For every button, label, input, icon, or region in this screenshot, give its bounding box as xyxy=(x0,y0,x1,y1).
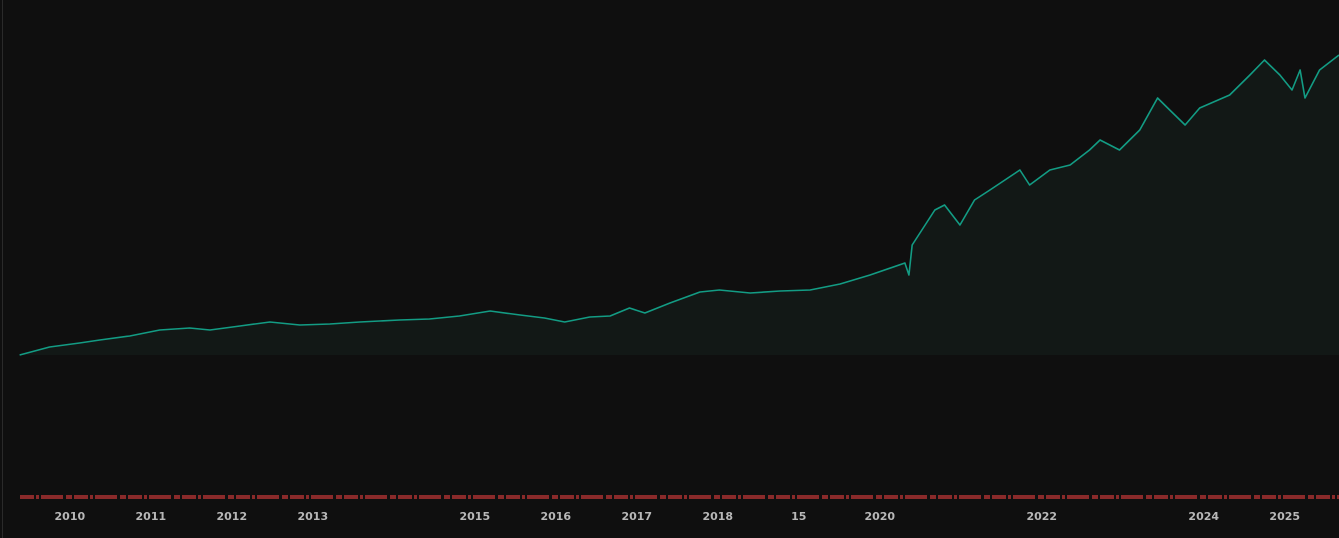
x-tick-label: 2015 xyxy=(459,510,490,523)
x-tick-label: 2020 xyxy=(864,510,895,523)
x-tick-label: 2010 xyxy=(55,510,86,523)
x-tick-label: 15 xyxy=(791,510,806,523)
x-tick-label: 2016 xyxy=(540,510,571,523)
x-tick-label: 2018 xyxy=(702,510,733,523)
x-tick-label: 2012 xyxy=(217,510,248,523)
x-tick-label: 2013 xyxy=(298,510,329,523)
x-tick-label: 2024 xyxy=(1188,510,1219,523)
x-tick-label: 2011 xyxy=(136,510,167,523)
area xyxy=(19,55,1339,355)
x-tick-label: 2022 xyxy=(1026,510,1057,523)
equity-line xyxy=(19,54,1339,356)
x-tick-label: 2025 xyxy=(1269,510,1300,523)
x-tick-label: 2017 xyxy=(621,510,652,523)
